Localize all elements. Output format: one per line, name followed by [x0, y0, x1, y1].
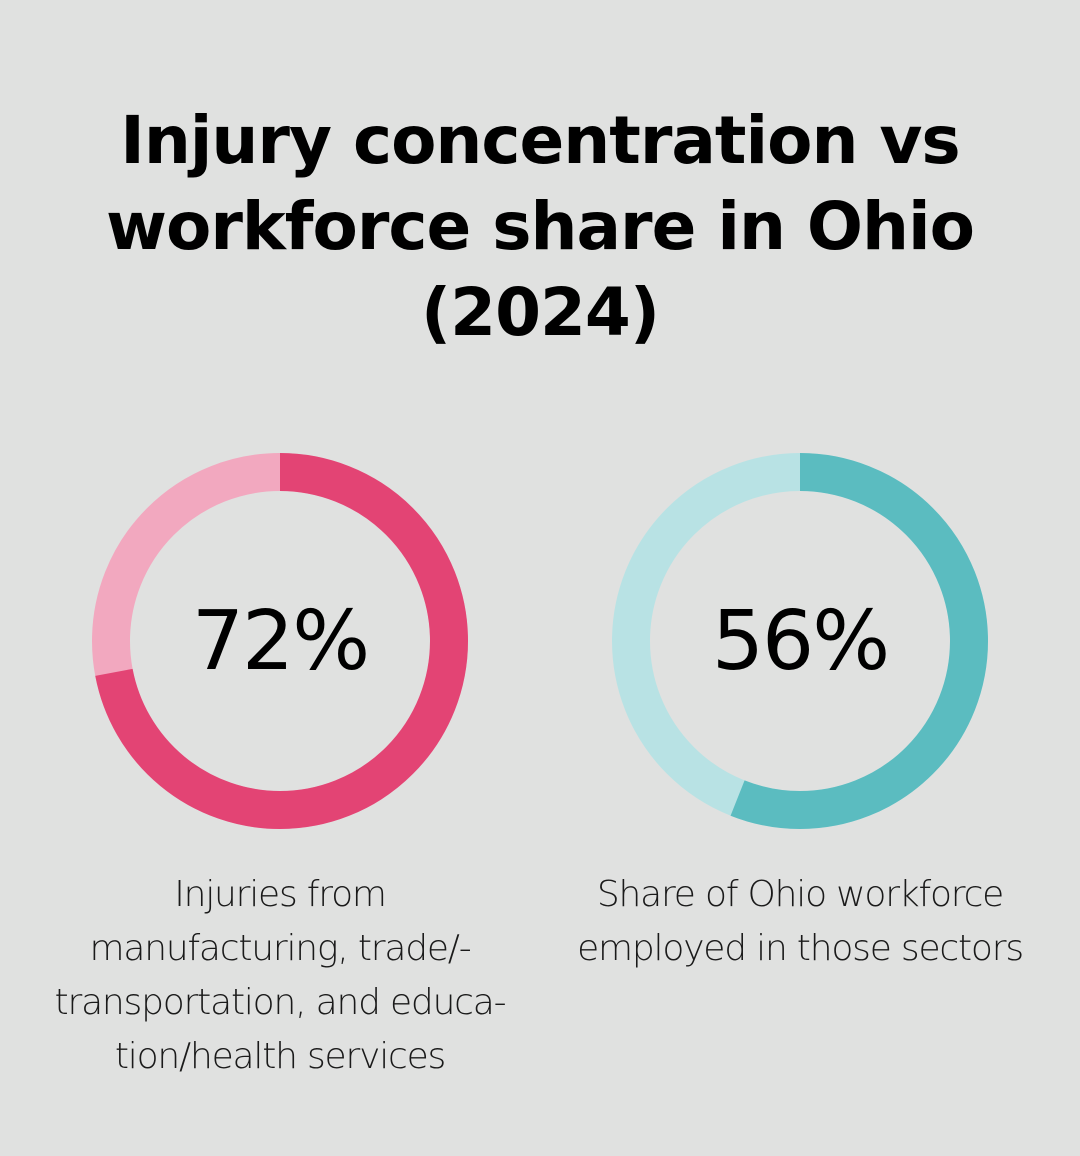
caption-workforce: Share of Ohio workforce employed in thos…	[540, 868, 1060, 976]
title-line-1: Injury concentration vs	[120, 102, 960, 179]
caption-line: tion/health services	[114, 1036, 446, 1077]
title-line-3: (2024)	[420, 274, 660, 351]
title-line-2: workforce share in Ohio	[106, 188, 975, 265]
donut-value: 56%	[711, 593, 890, 689]
caption-line: manufacturing, trade/-	[89, 928, 471, 969]
chart-title: Injury concentration vs workforce share …	[0, 98, 1080, 356]
caption-line: employed in those sectors	[577, 928, 1024, 969]
caption-line: transportation, and educa-	[54, 982, 507, 1023]
donut-value: 72%	[191, 593, 370, 689]
donut-ring	[92, 453, 468, 829]
caption-line: Injuries from	[174, 874, 387, 915]
caption-line: Share of Ohio workforce	[596, 874, 1004, 915]
donut-chart-injuries: 72%	[92, 453, 468, 829]
caption-injuries: Injuries from manufacturing, trade/- tra…	[20, 868, 540, 1084]
donut-ring	[612, 453, 988, 829]
donut-chart-workforce: 56%	[612, 453, 988, 829]
